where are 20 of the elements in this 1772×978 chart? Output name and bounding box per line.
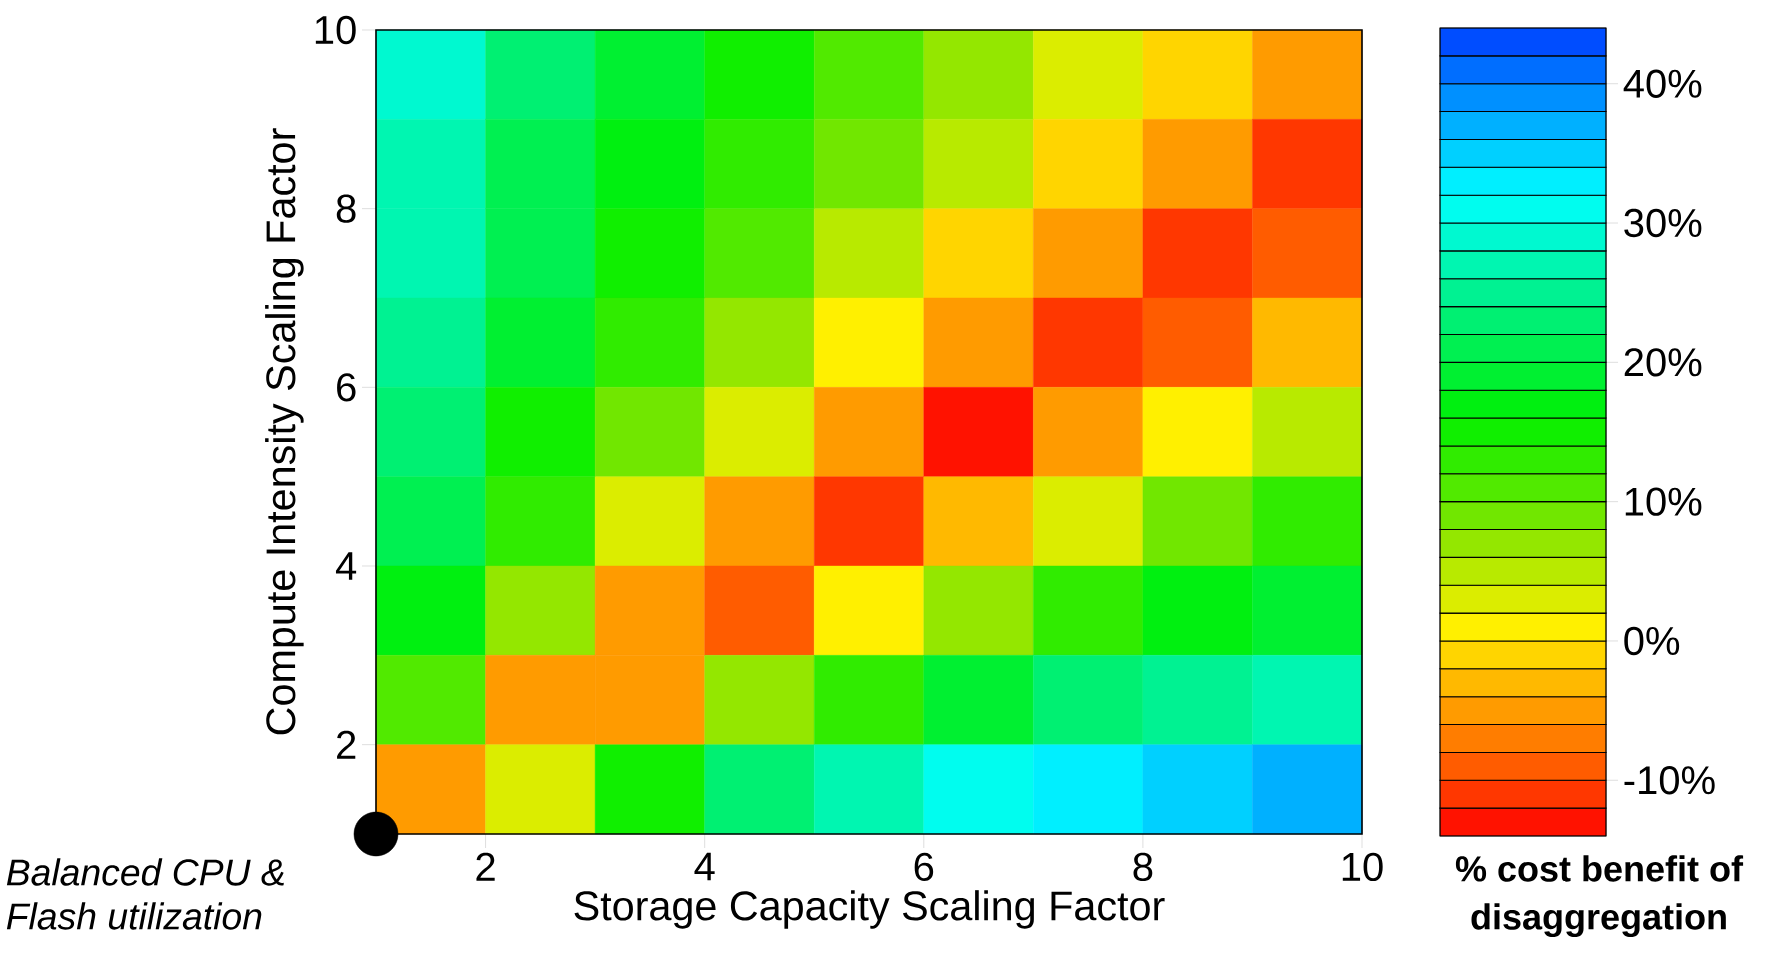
y-tick-label: 6 bbox=[337, 373, 356, 402]
y-tick-label: 10 bbox=[315, 15, 356, 45]
y-axis-title: Compute Intensity Scaling Factor bbox=[265, 128, 304, 735]
y-tick-label: 8 bbox=[336, 194, 356, 223]
x-axis-title: Storage Capacity Scaling Factor bbox=[574, 890, 1165, 929]
color-bar-label: 20% bbox=[1624, 348, 1702, 377]
color-bar-label: 0% bbox=[1624, 626, 1680, 656]
color-bar-label: 40% bbox=[1623, 69, 1702, 98]
color-bar-label: 10% bbox=[1625, 487, 1702, 516]
x-tick-label: 4 bbox=[694, 852, 715, 881]
x-tick-label: 8 bbox=[1133, 852, 1153, 882]
x-tick-label: 2 bbox=[476, 852, 495, 881]
x-tick-label: 6 bbox=[914, 852, 934, 882]
y-tick-label: 4 bbox=[335, 552, 357, 580]
color-bar-label: -10% bbox=[1624, 766, 1715, 795]
x-tick-label: 10 bbox=[1342, 852, 1383, 882]
color-bar-title: % cost benefit of disaggregation bbox=[1455, 855, 1744, 937]
annotation: Balanced CPU & Flash utilization bbox=[6, 858, 284, 930]
y-tick-label: 2 bbox=[337, 730, 356, 759]
color-bar-label: 30% bbox=[1624, 208, 1702, 238]
